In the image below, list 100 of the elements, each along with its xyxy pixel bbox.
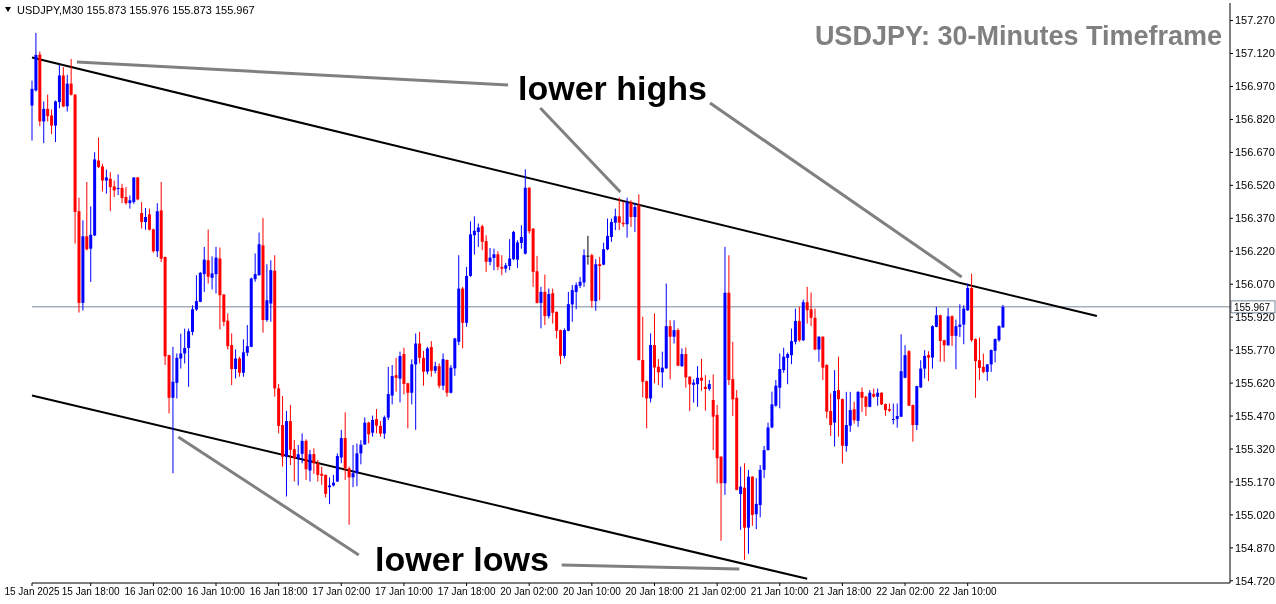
candlestick: [699, 358, 703, 392]
x-tick-label: 16 Jan 02:00: [124, 586, 183, 598]
x-tick-label: 20 Jan 10:00: [562, 586, 622, 598]
y-tick-label: 157.270: [1235, 14, 1275, 27]
candlestick: [927, 350, 931, 382]
annotation: lower highs: [518, 69, 707, 107]
candlestick: [805, 286, 809, 325]
y-tick-label: 155.020: [1235, 508, 1275, 521]
candlestick: [625, 197, 629, 239]
candlestick: [817, 335, 821, 363]
candlestick: [312, 447, 316, 475]
candlestick: [860, 386, 864, 413]
candlestick: [367, 421, 371, 444]
y-tick-label: 156.670: [1235, 146, 1275, 159]
y-tick-label: 156.820: [1235, 113, 1275, 126]
candlestick: [124, 186, 128, 206]
y-tick-label: 155.920: [1235, 311, 1275, 324]
candlestick: [183, 328, 187, 365]
candlestick: [324, 473, 328, 499]
candlestick: [923, 349, 927, 379]
candlestick: [394, 357, 398, 393]
x-tick-label: 20 Jan 02:00: [500, 586, 559, 598]
candlestick: [414, 332, 418, 431]
candlestick: [108, 171, 112, 212]
candlestick: [140, 201, 144, 230]
candlestick: [425, 346, 429, 375]
y-tick-label: 157.120: [1235, 47, 1275, 60]
chart-subtitle: USDJPY,M30 155.873 155.976 155.873 155.967: [17, 4, 255, 16]
candlestick: [65, 74, 69, 113]
candlestick: [214, 246, 218, 294]
candlestick: [171, 346, 175, 474]
candlestick: [680, 347, 684, 368]
candlestick: [977, 337, 981, 381]
candlestick: [696, 365, 700, 408]
x-tick-label: 22 Jan 10:00: [938, 586, 998, 598]
y-tick-label: 155.770: [1235, 344, 1275, 357]
x-tick-label: 17 Jan 18:00: [437, 586, 496, 598]
x-tick-label: 17 Jan 02:00: [312, 586, 371, 598]
candlestick: [371, 415, 375, 438]
y-tick-label: 155.320: [1235, 442, 1275, 455]
y-tick-label: 156.520: [1235, 179, 1275, 192]
x-tick-label: 22 Jan 02:00: [876, 586, 935, 598]
candlestick: [120, 183, 124, 204]
candlestick: [42, 100, 46, 144]
y-tick-label: 154.720: [1235, 574, 1275, 587]
candlestick: [570, 284, 574, 323]
y-tick-label: 155.170: [1235, 475, 1275, 488]
candlestick: [586, 235, 590, 266]
annotation: lower lows: [375, 540, 549, 578]
candlestick: [234, 348, 238, 379]
candlestick: [375, 408, 379, 434]
y-tick-label: 154.870: [1235, 541, 1275, 554]
candlestick: [136, 176, 140, 201]
candlestick: [672, 319, 676, 345]
candlestick: [437, 362, 441, 389]
candlestick: [641, 316, 645, 398]
candlestick: [422, 350, 425, 387]
candlestick: [418, 331, 422, 364]
candlestick: [606, 218, 610, 251]
candlestick: [104, 169, 108, 195]
candlestick: [89, 205, 93, 283]
candlestick: [629, 199, 633, 228]
x-tick-label: 16 Jan 18:00: [249, 586, 308, 598]
candlestick: [954, 319, 958, 370]
candlestick: [100, 163, 104, 192]
candlestick: [308, 449, 312, 482]
candlestick: [300, 432, 304, 464]
y-tick-label: 155.470: [1235, 409, 1275, 422]
candlestick: [492, 248, 496, 271]
candlestick: [241, 338, 245, 378]
x-tick-label: 15 Jan 18:00: [61, 586, 121, 598]
x-tick-label: 17 Jan 10:00: [375, 586, 434, 598]
candlestick: [355, 442, 359, 487]
candlestick: [739, 466, 743, 531]
candlestick: [617, 197, 621, 231]
candlestick: [656, 358, 660, 386]
candlestick: [539, 286, 543, 329]
y-tick-label: 155.620: [1235, 376, 1275, 389]
candlestick: [85, 181, 89, 251]
ref-line-label: 155.967: [1234, 301, 1271, 313]
x-tick-label: 20 Jan 18:00: [625, 586, 684, 598]
candlestick: [50, 109, 54, 135]
candlestick: [238, 356, 241, 378]
candlestick: [46, 94, 50, 122]
candlestick: [598, 256, 602, 301]
candlestick: [633, 202, 637, 233]
x-tick-label: 21 Jan 18:00: [813, 586, 872, 598]
candlestick: [351, 444, 355, 488]
candlestick: [500, 254, 504, 276]
candlestick: [476, 223, 480, 248]
x-tick-label: 16 Jan 10:00: [187, 586, 246, 598]
candlestick: [837, 356, 840, 438]
candlestick: [547, 288, 551, 319]
x-tick-label: 21 Jan 10:00: [750, 586, 810, 598]
candlestick: [574, 281, 578, 310]
candlestick: [950, 314, 954, 347]
y-tick-label: 156.220: [1235, 245, 1275, 258]
candlestick: [684, 346, 688, 389]
candlestick: [206, 229, 210, 285]
candlestick: [429, 340, 433, 378]
